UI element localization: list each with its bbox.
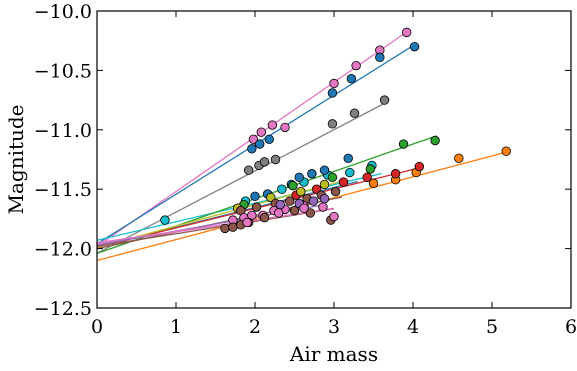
- data-point-s6-5: [398, 139, 409, 149]
- y-tick-label: −10.5: [34, 60, 92, 82]
- data-point-s13-1: [275, 199, 285, 210]
- data-point-s12-5: [259, 213, 270, 223]
- data-point-s5-4: [294, 172, 304, 183]
- data-point-s7-5: [368, 178, 379, 188]
- data-point-s14-2: [299, 203, 309, 213]
- data-point-s6-4: [365, 164, 376, 174]
- data-point-s6-3: [327, 172, 338, 183]
- data-point-s2-1: [264, 134, 274, 145]
- data-point-s8-3: [338, 177, 349, 187]
- data-point-s3-1: [243, 165, 254, 175]
- data-point-s3-3: [259, 157, 270, 167]
- data-point-s1-8: [401, 27, 412, 38]
- data-point-s14-4: [242, 217, 252, 228]
- data-point-s8-4: [362, 172, 372, 183]
- data-point-s10-2: [251, 202, 262, 212]
- y-axis-ticks: −10.0 −10.5 −11.0 −11.5 −12.0 −12.5: [34, 1, 571, 320]
- data-point-s2-2: [255, 139, 265, 149]
- y-tick-label: −12.0: [34, 239, 92, 261]
- data-point-s13-4: [319, 194, 330, 204]
- x-axis-label: Air mass: [289, 342, 378, 366]
- fit-lines: [96, 32, 508, 262]
- fit-line-3: [96, 102, 386, 254]
- plot-frame: [96, 10, 572, 309]
- y-tick-label: −12.5: [34, 298, 92, 320]
- data-point-s6-6: [430, 135, 440, 146]
- data-point-s3-5: [327, 119, 338, 129]
- data-point-s5-1: [250, 191, 260, 202]
- data-point-s12-2: [228, 222, 238, 232]
- data-point-s9-4: [319, 179, 330, 190]
- data-point-s1-6: [351, 60, 361, 71]
- y-tick-label: −10.0: [34, 1, 92, 23]
- fit-line-14: [96, 208, 335, 244]
- data-point-s10-7: [330, 186, 341, 197]
- data-point-s3-6: [349, 108, 360, 118]
- x-tick-label: 1: [170, 316, 182, 338]
- data-point-s8-6: [414, 161, 425, 172]
- data-point-s10-4: [285, 196, 295, 206]
- data-point-s2-7: [409, 41, 420, 52]
- data-point-s3-7: [379, 95, 390, 105]
- data-point-s2-3: [247, 144, 257, 154]
- data-point-s12-6: [289, 205, 300, 216]
- x-tick-label: 2: [249, 316, 261, 338]
- data-point-s2-4: [327, 88, 338, 98]
- y-axis-label: Magnitude: [4, 104, 28, 214]
- data-point-s14-3: [329, 211, 339, 222]
- data-point-s3-4: [270, 154, 281, 165]
- data-point-s7-4: [501, 146, 511, 156]
- data-point-s6-2: [288, 180, 298, 191]
- data-point-s4-6: [345, 167, 355, 178]
- y-tick-label: −11.5: [34, 179, 92, 201]
- data-point-s4-3: [277, 184, 287, 194]
- data-point-s4-1: [160, 215, 170, 225]
- data-points: [160, 27, 511, 234]
- data-point-s5-5: [307, 169, 317, 179]
- x-tick-label: 3: [328, 316, 340, 338]
- data-point-s2-6: [375, 52, 385, 63]
- data-point-s12-1: [220, 223, 230, 234]
- data-point-s1-2: [256, 127, 267, 137]
- x-tick-label: 5: [486, 316, 498, 338]
- data-point-s7-3: [454, 153, 464, 164]
- x-tick-label: 4: [407, 316, 419, 338]
- data-point-s9-3: [296, 186, 306, 197]
- data-point-s14-1: [274, 208, 284, 218]
- x-tick-label: 6: [565, 316, 577, 338]
- data-point-s1-4: [280, 122, 290, 133]
- data-point-s11-8: [318, 202, 328, 212]
- data-point-s12-7: [305, 208, 316, 218]
- data-point-s8-5: [390, 169, 401, 179]
- data-point-s1-3: [267, 120, 278, 130]
- y-tick-label: −11.0: [34, 120, 92, 142]
- data-point-s2-5: [346, 74, 357, 84]
- data-point-s1-5: [329, 78, 339, 89]
- x-tick-label: 0: [91, 316, 103, 338]
- data-point-s13-3: [308, 196, 319, 206]
- data-point-s5-7: [343, 153, 353, 164]
- x-axis-ticks: 0 1 2 3 4 5 6: [91, 11, 577, 338]
- data-point-s1-1: [248, 134, 259, 145]
- data-point-s5-6: [319, 165, 330, 175]
